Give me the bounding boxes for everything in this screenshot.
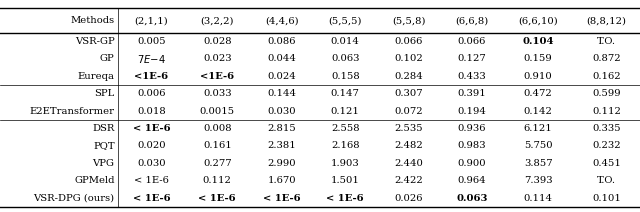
Text: 0.391: 0.391 (458, 89, 486, 98)
Text: 0.023: 0.023 (203, 54, 232, 63)
Text: (6,6,8): (6,6,8) (456, 16, 488, 25)
Text: VSR-GP: VSR-GP (75, 37, 115, 46)
Text: 0.028: 0.028 (203, 37, 232, 46)
Text: 2.815: 2.815 (268, 124, 296, 133)
Text: GP: GP (100, 54, 115, 63)
Text: 0.335: 0.335 (592, 124, 621, 133)
Text: SPL: SPL (94, 89, 115, 98)
Text: VPG: VPG (93, 159, 115, 168)
Text: 1.670: 1.670 (268, 176, 296, 185)
Text: 0.910: 0.910 (524, 72, 552, 81)
Text: 0.472: 0.472 (524, 89, 552, 98)
Text: 0.044: 0.044 (268, 54, 296, 63)
Text: < 1E-6: < 1E-6 (132, 194, 170, 202)
Text: 0.161: 0.161 (203, 141, 232, 150)
Text: 3.857: 3.857 (524, 159, 552, 168)
Text: 0.964: 0.964 (458, 176, 486, 185)
Text: T.O.: T.O. (597, 37, 616, 46)
Text: (2,1,1): (2,1,1) (134, 16, 168, 25)
Text: 1.903: 1.903 (331, 159, 360, 168)
Text: 0.277: 0.277 (203, 159, 232, 168)
Text: < 1E-6: < 1E-6 (132, 124, 170, 133)
Text: 2.535: 2.535 (394, 124, 423, 133)
Text: < 1E-6: < 1E-6 (198, 194, 236, 202)
Text: 2.558: 2.558 (331, 124, 360, 133)
Text: 0.066: 0.066 (394, 37, 423, 46)
Text: 0.063: 0.063 (331, 54, 360, 63)
Text: 0.030: 0.030 (268, 107, 296, 116)
Text: 0.014: 0.014 (331, 37, 360, 46)
Text: 0.114: 0.114 (524, 194, 553, 202)
Text: 0.033: 0.033 (203, 89, 232, 98)
Text: 2.440: 2.440 (394, 159, 423, 168)
Text: 0.900: 0.900 (458, 159, 486, 168)
Text: (3,2,2): (3,2,2) (200, 16, 234, 25)
Text: 0.983: 0.983 (458, 141, 486, 150)
Text: 0.072: 0.072 (394, 107, 423, 116)
Text: 0.872: 0.872 (592, 54, 621, 63)
Text: 2.168: 2.168 (331, 141, 360, 150)
Text: < 1E-6: < 1E-6 (134, 176, 169, 185)
Text: 0.066: 0.066 (458, 37, 486, 46)
Text: VSR-DPG (ours): VSR-DPG (ours) (33, 194, 115, 202)
Text: 7.393: 7.393 (524, 176, 552, 185)
Text: 0.024: 0.024 (268, 72, 296, 81)
Text: < 1E-6: < 1E-6 (263, 194, 301, 202)
Text: 0.451: 0.451 (592, 159, 621, 168)
Text: 0.112: 0.112 (592, 107, 621, 116)
Text: 0.102: 0.102 (394, 54, 423, 63)
Text: $7E{-}4$: $7E{-}4$ (137, 53, 166, 65)
Text: 0.433: 0.433 (458, 72, 486, 81)
Text: 6.121: 6.121 (524, 124, 552, 133)
Text: T.O.: T.O. (597, 176, 616, 185)
Text: 0.026: 0.026 (394, 194, 423, 202)
Text: PQT: PQT (93, 141, 115, 150)
Text: GPMeld: GPMeld (74, 176, 115, 185)
Text: 0.307: 0.307 (394, 89, 423, 98)
Text: 0.147: 0.147 (331, 89, 360, 98)
Text: Methods: Methods (70, 16, 115, 25)
Text: 0.112: 0.112 (203, 176, 232, 185)
Text: 0.030: 0.030 (137, 159, 166, 168)
Text: 5.750: 5.750 (524, 141, 552, 150)
Text: 0.127: 0.127 (458, 54, 486, 63)
Text: 0.063: 0.063 (456, 194, 488, 202)
Text: 2.482: 2.482 (394, 141, 423, 150)
Text: 0.284: 0.284 (394, 72, 423, 81)
Text: 2.381: 2.381 (268, 141, 296, 150)
Text: (5,5,8): (5,5,8) (392, 16, 426, 25)
Text: (8,8,12): (8,8,12) (586, 16, 627, 25)
Text: 0.104: 0.104 (522, 37, 554, 46)
Text: 0.158: 0.158 (331, 72, 360, 81)
Text: 0.005: 0.005 (137, 37, 166, 46)
Text: 0.086: 0.086 (268, 37, 296, 46)
Text: (5,5,5): (5,5,5) (328, 16, 362, 25)
Text: 0.121: 0.121 (331, 107, 360, 116)
Text: Eureqa: Eureqa (77, 72, 115, 81)
Text: 0.142: 0.142 (524, 107, 553, 116)
Text: 2.990: 2.990 (268, 159, 296, 168)
Text: 0.936: 0.936 (458, 124, 486, 133)
Text: 0.101: 0.101 (592, 194, 621, 202)
Text: E2ETransformer: E2ETransformer (29, 107, 115, 116)
Text: 0.008: 0.008 (203, 124, 232, 133)
Text: 1.501: 1.501 (331, 176, 360, 185)
Text: 0.159: 0.159 (524, 54, 552, 63)
Text: 0.232: 0.232 (592, 141, 621, 150)
Text: 0.006: 0.006 (137, 89, 166, 98)
Text: 0.018: 0.018 (137, 107, 166, 116)
Text: 2.422: 2.422 (394, 176, 423, 185)
Text: 0.144: 0.144 (268, 89, 296, 98)
Text: (4,4,6): (4,4,6) (265, 16, 299, 25)
Text: 0.162: 0.162 (592, 72, 621, 81)
Text: < 1E-6: < 1E-6 (326, 194, 364, 202)
Text: 0.020: 0.020 (137, 141, 166, 150)
Text: (6,6,10): (6,6,10) (518, 16, 558, 25)
Text: DSR: DSR (92, 124, 115, 133)
Text: 0.599: 0.599 (592, 89, 621, 98)
Text: <1E-6: <1E-6 (134, 72, 168, 81)
Text: <1E-6: <1E-6 (200, 72, 234, 81)
Text: 0.0015: 0.0015 (200, 107, 235, 116)
Text: 0.194: 0.194 (458, 107, 486, 116)
